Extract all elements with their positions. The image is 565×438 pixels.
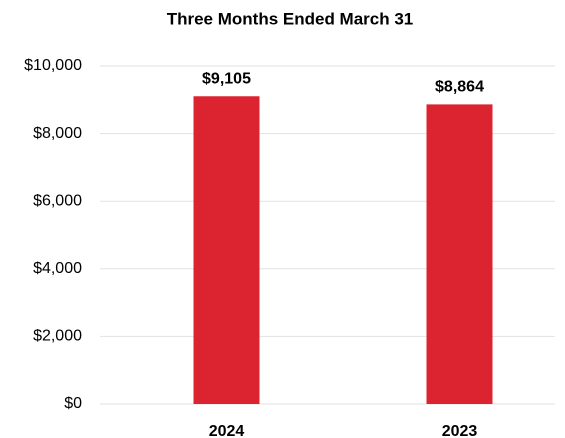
x-tick-label: 2023	[442, 423, 478, 438]
y-tick-label: $10,000	[24, 57, 82, 74]
data-label: $9,105	[202, 70, 251, 87]
data-label: $8,864	[435, 79, 484, 96]
y-tick-label: $2,000	[33, 328, 82, 345]
x-tick-label: 2024	[209, 423, 245, 438]
y-tick-label: $0	[64, 395, 82, 412]
bar	[193, 96, 260, 404]
chart-title: Three Months Ended March 31	[167, 9, 414, 28]
y-tick-label: $6,000	[33, 192, 82, 209]
bar	[426, 104, 493, 405]
y-tick-label: $8,000	[33, 125, 82, 142]
y-tick-label: $4,000	[33, 260, 82, 277]
